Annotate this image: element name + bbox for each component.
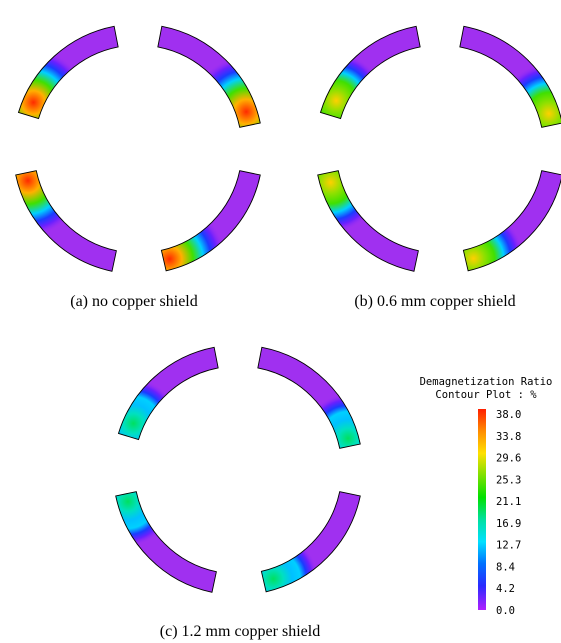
legend-tick-label: 33.8 [496,431,521,443]
ring-a-magnet-segment [157,25,261,128]
legend-tick-label: 25.3 [496,474,521,486]
legend-tick-label: 38.0 [496,409,521,421]
ring-b-magnet-segment [319,25,421,120]
ring-c-magnet-segment [115,491,217,593]
ring-c-magnet-segment [117,346,219,441]
ring-a-magnet-segment [17,25,119,120]
legend-tick-label: 12.7 [496,540,521,552]
legend: Demagnetization Ratio Contour Plot : % 3… [420,376,553,617]
legend-title-line1: Demagnetization Ratio [420,376,553,388]
ring-b-magnet-segment [317,170,419,272]
legend-tick-label: 4.2 [496,583,515,595]
ring-c-magnet-segment [257,346,361,449]
legend-color-bar [478,409,486,610]
ring-a-magnet-segment [15,170,117,272]
magnet-ring-no-shield [15,25,261,272]
caption-a: (a) no copper shield [70,293,198,310]
legend-tick-label: 16.9 [496,518,521,530]
legend-tick-label: 8.4 [496,561,515,573]
legend-tick-label: 0.0 [496,605,515,617]
caption-b: (b) 0.6 mm copper shield [354,293,515,310]
ring-b-magnet-segment [459,25,561,128]
caption-c: (c) 1.2 mm copper shield [160,623,320,640]
magnet-ring-1-2mm-shield [115,346,361,593]
ring-c-magnet-segment [260,491,361,593]
legend-tick-labels: 38.0 33.8 29.6 25.3 21.1 16.9 12.7 8.4 4.2 0.0 [496,409,521,617]
ring-b-magnet-segment [462,170,561,272]
magnet-ring-0-6mm-shield [317,25,561,272]
legend-tick-label: 29.6 [496,453,521,465]
legend-title-line2: Contour Plot : % [435,389,537,401]
legend-tick-label: 21.1 [496,496,521,508]
